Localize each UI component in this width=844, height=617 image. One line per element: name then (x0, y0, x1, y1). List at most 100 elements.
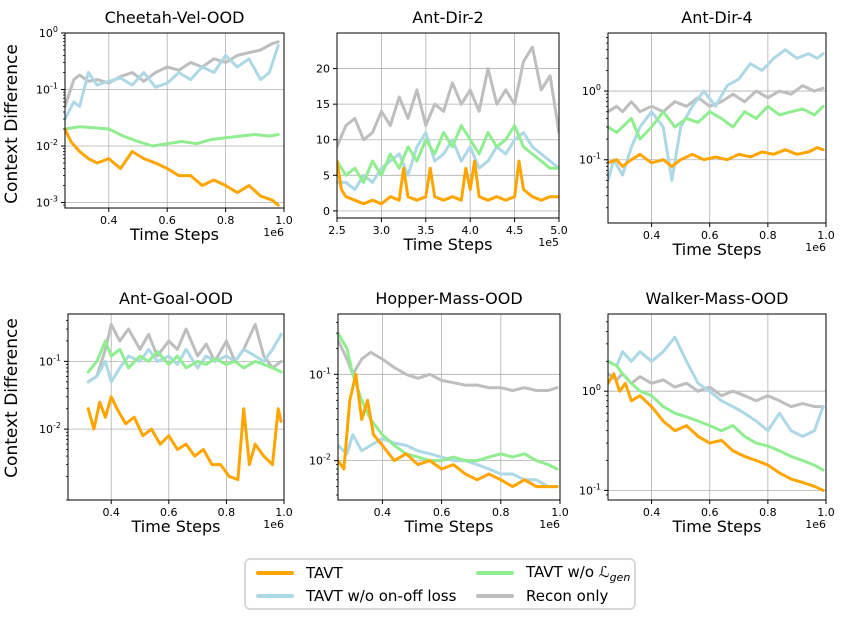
x-tick-label: 0.8 (218, 506, 236, 519)
legend-label-recon: Recon only (526, 587, 609, 605)
y-tick-label: 10-1 (39, 353, 61, 368)
x-axis-label: Time Steps (129, 225, 219, 244)
x-tick-label: 4.5 (506, 224, 524, 237)
legend-swatch-tavt (256, 571, 294, 575)
x-tick-label: 0.4 (100, 214, 118, 227)
x-tick-label: 0.6 (160, 506, 178, 519)
panel-1: 2.5 3.0 3.5 4.0 4.5 5.0 0 5 10 15 20 1e5 Ant-Dir-2 Ti… (316, 8, 568, 254)
x-tick-label: 2.5 (328, 224, 346, 237)
series-line-tavt (86, 395, 283, 482)
y-tick-label: 10-2 (36, 138, 58, 153)
y-tick-label: 0 (323, 205, 330, 218)
series-line-tavt-w-o-l-gen (337, 124, 559, 184)
y-tick-label: 10-1 (309, 366, 331, 381)
x-axis-label: Time Steps (402, 235, 492, 254)
x-tick-label: 1.0 (817, 229, 835, 242)
x-tick-label: 1.0 (551, 506, 569, 519)
x-tick-label: 0.8 (492, 506, 510, 519)
series-line-tavt-w-o-on-off-loss (338, 433, 559, 489)
panel-title: Walker-Mass-OOD (646, 289, 789, 308)
y-tick-label: 15 (316, 98, 330, 111)
y-tick-label: 10-3 (36, 195, 58, 210)
axes-frame (337, 313, 561, 501)
series-line-tavt (337, 159, 559, 206)
y-tick-label: 100 (582, 83, 601, 98)
x-axis-label: Time Steps (671, 240, 761, 259)
x-tick-label: 4.0 (461, 224, 479, 237)
axes-frame (336, 32, 560, 219)
x-tick-label: 0.6 (433, 506, 451, 519)
panel-2: 0.4 0.6 0.8 1.0 10-1 100 1e6 Ant-Dir-4 Time Step… (579, 8, 835, 259)
x-offset-multiplier: 1e6 (539, 518, 560, 531)
series-line-recon-only (338, 338, 559, 392)
x-tick-label: 3.0 (373, 224, 391, 237)
axes-frame (607, 32, 827, 224)
series-line-tavt (608, 372, 825, 492)
axes-frame (607, 313, 827, 501)
series-line-recon-only (608, 84, 825, 114)
x-axis-label: Time Steps (130, 517, 220, 536)
x-tick-label: 0.6 (701, 506, 719, 519)
series-line-tavt-w-o-l-gen (65, 125, 280, 148)
panel-3: 0.4 0.6 0.8 1.0 10-2 10-1 1e6 Ant-Goal-OOD Time … (39, 289, 293, 536)
series-group (337, 45, 559, 206)
x-offset-multiplier: 1e6 (263, 518, 284, 531)
legend-item-no-lgen: TAVT w/o ℒgen (476, 563, 630, 584)
x-offset-multiplier: 1e6 (263, 226, 284, 239)
x-tick-label: 0.6 (158, 214, 176, 227)
x-tick-label: 0.4 (102, 506, 120, 519)
axes-frame (67, 313, 285, 501)
y-tick-label: 100 (582, 383, 601, 398)
series-line-tavt-w-o-l-gen (608, 359, 825, 472)
legend-swatch-no-lgen (476, 571, 514, 575)
series-group (338, 331, 559, 489)
panel-title: Ant-Dir-2 (412, 8, 483, 27)
x-tick-label: 1.0 (817, 506, 835, 519)
y-tick-label: 10-2 (309, 453, 331, 468)
y-tick-label: 10-2 (39, 421, 61, 436)
y-axis-label-bottom: Context Difference (2, 318, 22, 478)
series-line-recon-only (65, 40, 280, 108)
legend-label-no-lgen-text: TAVT w/o (526, 562, 599, 581)
x-tick-label: 0.8 (759, 506, 777, 519)
x-axis-label: Time Steps (671, 517, 761, 536)
series-line-tavt-w-o-on-off-loss (608, 335, 825, 438)
y-tick-label: 10-1 (579, 152, 601, 167)
series-group (608, 48, 825, 182)
series-line-recon-only (337, 45, 559, 149)
legend-item-recon: Recon only (476, 586, 608, 606)
series-line-tavt-w-o-on-off-loss (337, 131, 559, 191)
series-line-tavt-w-o-l-gen (608, 104, 825, 141)
x-offset-multiplier: 1e6 (805, 518, 826, 531)
y-tick-label: 20 (316, 63, 330, 76)
series-line-recon-only (608, 372, 825, 409)
legend-swatch-recon (476, 594, 514, 598)
panel-5: 0.4 0.6 0.8 1.0 10-1 100 1e6 Walker-Mass-OOD Tim… (579, 289, 835, 536)
x-offset-multiplier: 1e5 (538, 236, 559, 249)
y-axis-label-top: Context Difference (2, 44, 22, 204)
x-tick-label: 0.6 (701, 229, 719, 242)
panel-title: Cheetah-Vel-OOD (105, 8, 245, 27)
series-line-tavt (65, 127, 280, 207)
y-tick-label: 100 (39, 25, 58, 40)
x-tick-label: 0.8 (217, 214, 235, 227)
series-line-tavt-w-o-on-off-loss (65, 44, 280, 121)
y-tick-label: 5 (323, 169, 330, 182)
x-tick-label: 3.5 (417, 224, 435, 237)
legend-label-tavt: TAVT (306, 564, 343, 582)
legend-label-no-lgen: TAVT w/o ℒgen (526, 563, 630, 584)
x-tick-label: 0.8 (759, 229, 777, 242)
panel-title: Ant-Goal-OOD (119, 289, 233, 308)
series-line-tavt-w-o-l-gen (86, 339, 283, 374)
x-offset-multiplier: 1e6 (805, 241, 826, 254)
series-line-tavt (608, 146, 825, 168)
series-line-tavt (338, 372, 559, 489)
y-tick-label: 10 (316, 134, 330, 147)
series-line-recon-only (86, 323, 283, 384)
x-tick-label: 5.0 (550, 224, 568, 237)
series-line-tavt-w-o-on-off-loss (608, 48, 825, 182)
x-tick-label: 0.4 (643, 229, 661, 242)
x-tick-label: 0.4 (643, 506, 661, 519)
x-tick-label: 0.4 (374, 506, 392, 519)
